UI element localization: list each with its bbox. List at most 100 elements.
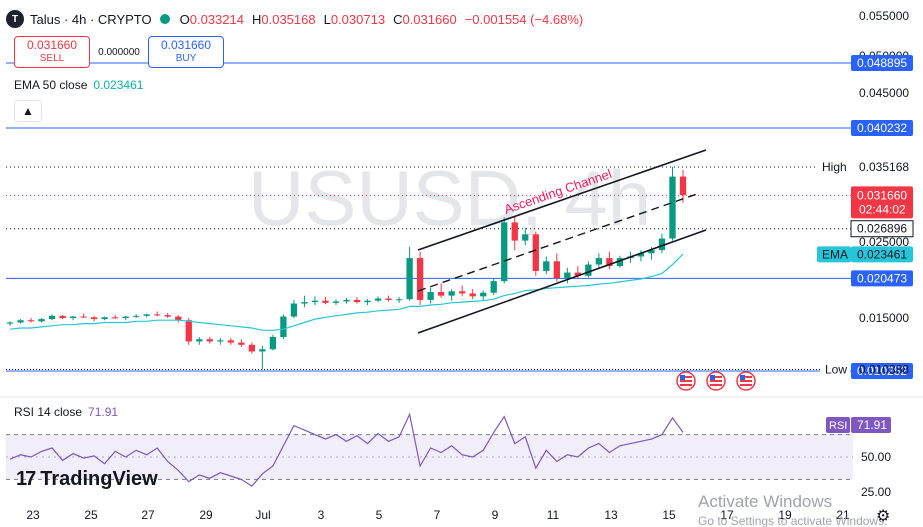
candle	[553, 253, 560, 282]
candle	[332, 299, 340, 305]
buy-price: 0.031660	[160, 38, 212, 52]
low-tag-key: Low	[825, 362, 847, 376]
price-tick-label: 0.015000	[859, 311, 909, 325]
candle	[90, 315, 98, 322]
candle	[80, 313, 87, 318]
us-flag-icon	[736, 371, 756, 391]
candle	[122, 315, 129, 321]
spread-value: 0.000000	[98, 46, 140, 58]
candle	[353, 297, 361, 304]
candle	[48, 314, 56, 321]
ema-tag-key: EMA	[822, 247, 848, 261]
candle	[6, 321, 14, 326]
price-level-tag: 0.026896	[851, 220, 913, 237]
candle-body	[490, 281, 497, 293]
candle-body	[80, 316, 87, 318]
tradingview-logo[interactable]: 17 TradingView	[16, 468, 158, 491]
gear-icon[interactable]: ⚙	[876, 508, 891, 525]
buy-button[interactable]: 0.031660 BUY	[148, 36, 224, 68]
low-tag: Low 0.010388	[820, 360, 909, 379]
candle	[290, 299, 298, 318]
candle-body	[175, 316, 182, 321]
candle-body	[501, 222, 508, 282]
market-status-dot-icon	[159, 14, 170, 24]
candle-body	[564, 272, 571, 279]
candle	[185, 318, 192, 345]
candle	[490, 278, 497, 295]
tradingview-mark-icon: 17	[16, 468, 36, 490]
price-level-tag-text: 0.010252	[857, 364, 907, 378]
candle-body	[6, 322, 14, 324]
candle-body	[343, 299, 350, 302]
price-level-tag-border	[850, 220, 914, 238]
flag-stripe	[710, 380, 722, 382]
rsi-tag-key: RSI	[829, 420, 847, 432]
price-tick-label: 0.025000	[859, 235, 909, 249]
symbol-title[interactable]: Talus · 4h · CRYPTO	[30, 11, 152, 27]
us-flag-icon	[706, 371, 726, 391]
flag-stripe	[740, 376, 752, 378]
flag-stripe	[710, 376, 722, 378]
ema-legend-value: 0.023461	[93, 78, 144, 92]
rsi-line	[9, 412, 684, 487]
candle-body	[416, 258, 424, 300]
buy-label: BUY	[175, 53, 197, 64]
candle-body	[112, 317, 119, 319]
candle	[448, 289, 455, 301]
time-tick-label: 15	[662, 508, 676, 522]
candle	[164, 312, 171, 318]
last-price-tag-value: 0.031660	[857, 188, 907, 202]
price-level-tag-text: 0.048895	[857, 56, 907, 70]
price-tick-label: 0.055000	[859, 9, 909, 23]
channel-upper-line	[417, 149, 707, 251]
candle-body	[585, 264, 592, 276]
ema-legend[interactable]: EMA 50 close 0.023461	[14, 78, 143, 92]
ohlc-high-value: 0.035168	[261, 11, 316, 27]
rsi-tag-key-bg	[826, 417, 850, 433]
high-tag: High 0.035168	[817, 158, 909, 176]
ohlc-low-value: 0.030713	[330, 11, 386, 27]
candle	[574, 266, 581, 279]
candle	[69, 315, 77, 321]
candle	[459, 285, 466, 297]
time-tick-label: 5	[376, 508, 383, 522]
last-price-countdown: 02:44:02	[859, 202, 906, 216]
low-tag-key-bg	[820, 360, 850, 379]
candle-body	[448, 291, 455, 296]
candle	[406, 246, 413, 301]
time-tick-label: 13	[604, 508, 618, 522]
candle-body	[385, 298, 392, 300]
candle	[416, 251, 424, 305]
candle-body	[301, 302, 308, 304]
ema-tag-key-bg	[817, 246, 851, 263]
collapse-legend-button[interactable]: ▲	[14, 100, 42, 122]
price-level-tag-bg	[851, 220, 913, 237]
candle-body	[353, 299, 361, 303]
candle-body	[38, 319, 45, 322]
high-tag-key-bg	[817, 158, 851, 176]
symbol-header: T Talus · 4h · CRYPTO O 0.033214 H 0.03516…	[6, 8, 591, 30]
price-level-tag: 0.010252	[851, 363, 913, 379]
candle	[175, 315, 182, 323]
rsi-tag: RSI 71.91	[826, 417, 891, 433]
candle	[38, 318, 45, 323]
ohlc-high-key: H	[251, 11, 262, 27]
activate-windows-title: Activate Windows	[698, 492, 833, 511]
rsi-legend[interactable]: RSI 14 close 71.91	[14, 405, 118, 419]
candle-body	[553, 261, 560, 279]
candle	[154, 311, 161, 317]
rsi-tick-label: 50.00	[861, 450, 891, 464]
candle-body	[27, 320, 35, 322]
candle-body	[648, 250, 655, 254]
rsi-legend-label: RSI 14 close	[14, 405, 83, 419]
trade-panel: 0.031660 SELL 0.000000 0.031660 BUY	[14, 36, 224, 68]
candle-body	[17, 320, 24, 323]
candle-body	[227, 340, 234, 343]
candle-body	[154, 314, 161, 316]
candle-body	[616, 258, 624, 267]
high-tag-value: 0.035168	[859, 160, 909, 174]
sell-button[interactable]: 0.031660 SELL	[14, 36, 90, 68]
candle	[143, 313, 150, 318]
